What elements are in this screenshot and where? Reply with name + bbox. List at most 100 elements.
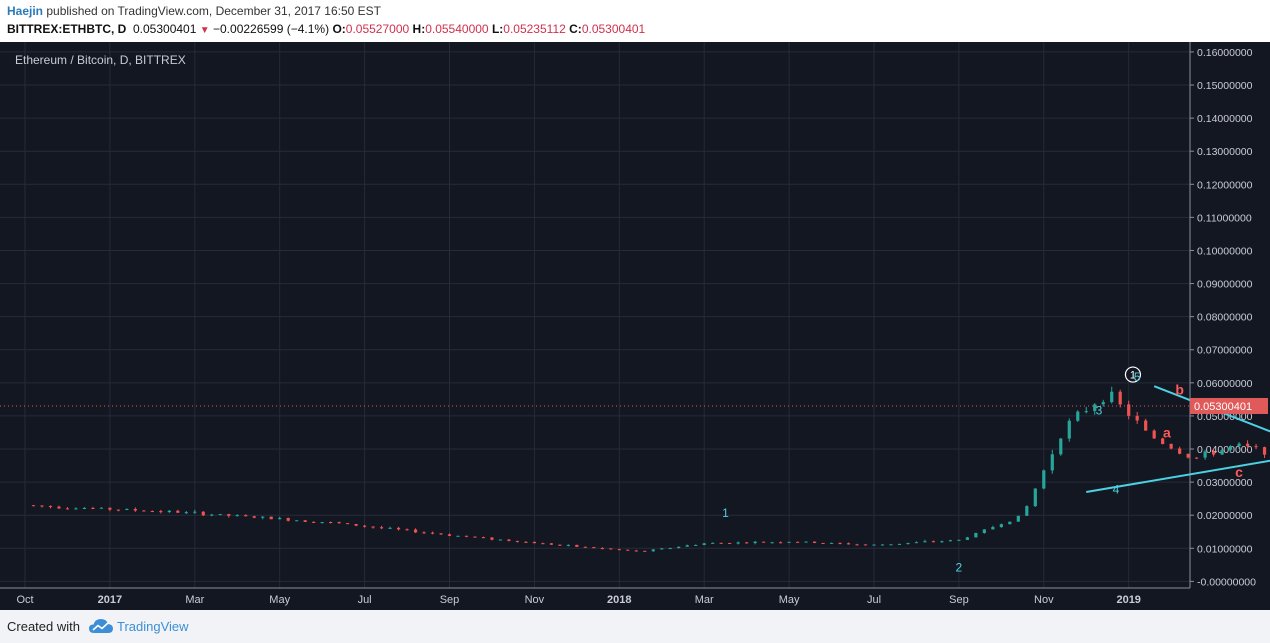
candle-body xyxy=(1195,457,1199,459)
candle-body xyxy=(320,522,324,524)
y-tick-label: 0.03000000 xyxy=(1197,477,1253,489)
wave-circle xyxy=(1124,366,1142,383)
x-tick-label: 2017 xyxy=(98,594,122,606)
low-label: L: xyxy=(491,22,504,36)
wave-label: 3 xyxy=(1096,403,1103,417)
candle-body xyxy=(617,549,621,551)
candle-body xyxy=(812,541,817,543)
candle-body xyxy=(252,516,256,518)
candle-body xyxy=(1212,451,1216,455)
candle-body xyxy=(210,514,214,516)
candle-body xyxy=(804,541,808,543)
down-arrow-icon: ▼ xyxy=(199,25,210,36)
created-with-label: Created with xyxy=(7,619,80,634)
candle-body xyxy=(379,527,384,529)
publish-line: Haejin published on TradingView.com, Dec… xyxy=(7,4,381,18)
last-price-label: 0.05300401 xyxy=(1194,401,1252,413)
candle-body xyxy=(694,544,698,546)
candle-body xyxy=(931,541,936,543)
candle-body xyxy=(872,544,876,546)
candle-body xyxy=(515,540,520,542)
candle-body xyxy=(312,521,316,523)
candle-body xyxy=(430,532,435,534)
candle-body xyxy=(167,510,171,513)
candle-body xyxy=(855,544,859,546)
x-tick-label: May xyxy=(269,594,290,606)
low-value: 0.05235112 xyxy=(503,22,566,36)
candle-body xyxy=(388,527,392,529)
price-chart[interactable]: 0.16000000 0.15000000 0.14000000 0.13000000… xyxy=(0,42,1270,610)
candle-body xyxy=(736,542,740,544)
candle-body xyxy=(176,510,180,513)
candle-body xyxy=(82,508,87,510)
candle-body xyxy=(923,541,927,543)
candle-body xyxy=(481,537,486,539)
candle-body xyxy=(447,534,452,536)
publish-info: published on TradingView.com, December 3… xyxy=(46,4,382,18)
candle-body xyxy=(558,544,562,546)
candle-body xyxy=(405,529,409,531)
y-tick-label: 0.15000000 xyxy=(1197,80,1253,92)
candle-body xyxy=(40,505,44,507)
candle-body xyxy=(116,509,120,511)
candle-body xyxy=(142,510,146,512)
y-tick-label: 0.08000000 xyxy=(1197,312,1253,324)
candle-body xyxy=(1254,446,1258,448)
x-tick-label: Nov xyxy=(1034,594,1054,606)
x-tick-label: May xyxy=(779,594,800,606)
x-tick-label: 2019 xyxy=(1116,594,1140,606)
wave-label: 5 xyxy=(1134,370,1141,384)
y-tick-label: 0.06000000 xyxy=(1197,378,1253,390)
candle-body xyxy=(1245,443,1250,447)
tradingview-link[interactable]: TradingView xyxy=(117,619,189,634)
candle-body xyxy=(498,539,503,541)
candle-body xyxy=(1228,445,1233,450)
trendline-triangle-lower xyxy=(1086,459,1270,494)
candle-body xyxy=(651,549,655,552)
candle-body xyxy=(456,535,460,537)
candle-body xyxy=(133,508,137,511)
trendline-triangle-upper xyxy=(1153,385,1270,433)
candle-body xyxy=(1169,443,1173,449)
x-tick-label: Sep xyxy=(440,594,460,606)
candle-body xyxy=(1093,404,1097,412)
y-tick-label: 0.16000000 xyxy=(1197,47,1253,59)
candle-body xyxy=(1059,438,1063,455)
candle-body xyxy=(1186,453,1190,458)
candle-body xyxy=(413,529,418,533)
symbol-label: BITTREX:ETHBTC, D xyxy=(7,22,127,36)
candle-body xyxy=(346,523,350,525)
candle-body xyxy=(1050,454,1054,471)
candle-body xyxy=(702,543,706,545)
y-tick-label: 0.09000000 xyxy=(1197,279,1253,291)
candle-body xyxy=(592,547,596,549)
candle-body xyxy=(439,533,443,535)
candle-body xyxy=(779,542,783,544)
candle-body xyxy=(863,544,868,546)
x-tick-label: Oct xyxy=(16,594,33,606)
candle-body xyxy=(1110,391,1114,403)
x-tick-label: Mar xyxy=(185,594,204,606)
x-tick-label: Mar xyxy=(695,594,714,606)
x-tick-label: 2018 xyxy=(607,594,631,606)
author-link[interactable]: Haejin xyxy=(7,4,44,18)
candle-body xyxy=(91,508,95,510)
x-tick-label: Jul xyxy=(358,594,372,606)
candle-body xyxy=(685,545,689,547)
candle-body xyxy=(575,544,579,547)
candle-body xyxy=(422,532,426,534)
candle-body xyxy=(74,508,78,510)
candle-body xyxy=(634,550,638,552)
candle-body xyxy=(583,546,587,548)
candle-body xyxy=(745,542,749,544)
candle-body xyxy=(846,543,851,545)
x-tick-label: Jul xyxy=(867,594,881,606)
candle-body xyxy=(906,542,910,544)
candle-body xyxy=(999,524,1003,528)
wave-number: 1 xyxy=(1130,370,1136,382)
candle-body xyxy=(235,515,239,517)
tradingview-cloud-icon[interactable] xyxy=(88,617,114,635)
candle-body xyxy=(880,544,885,546)
chart-title: Ethereum / Bitcoin, D, BITTREX xyxy=(15,53,186,67)
chart-area[interactable]: 0.16000000 0.15000000 0.14000000 0.13000000… xyxy=(0,42,1270,610)
